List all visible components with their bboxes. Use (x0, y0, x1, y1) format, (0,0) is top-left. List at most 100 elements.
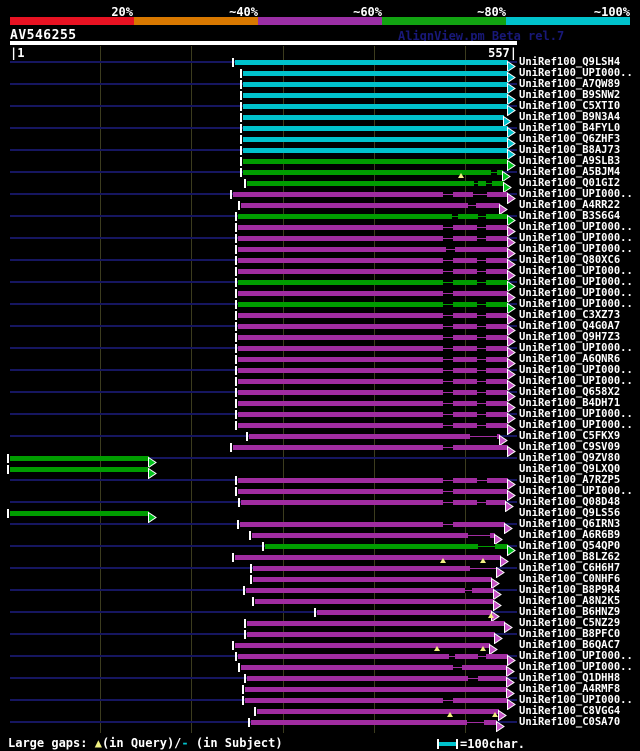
alignment-row[interactable]: UniRef100_UPI000.. (0, 651, 640, 667)
alignment-row[interactable]: UniRef100_C9SV09 (0, 442, 640, 458)
alignment-row[interactable]: UniRef100_A6QNR6 (0, 354, 640, 370)
alignment-row[interactable]: UniRef100_B9N3A4 (0, 112, 640, 128)
alignment-row[interactable]: UniRef100_B4FYL0 (0, 123, 640, 139)
start-tick (236, 520, 239, 529)
alignment-row[interactable]: UniRef100_UPI000.. (0, 277, 640, 293)
subject-gap-line (443, 282, 454, 283)
subject-gap-line (476, 370, 486, 371)
arrowhead-icon (147, 508, 157, 524)
alignment-row[interactable]: UniRef100_UPI000.. (0, 233, 640, 249)
subject-gap-line (443, 260, 454, 261)
alignment-row[interactable]: UniRef100_C3XZ73 (0, 310, 640, 326)
alignment-row[interactable]: UniRef100_B9SNW2 (0, 89, 640, 106)
query-gap-triangle-icon (447, 712, 454, 717)
start-tick (230, 443, 233, 452)
alignment-row[interactable]: UniRef100_C5XTI0 (0, 101, 640, 117)
alignment-row[interactable]: UniRef100_UPI000.. (0, 376, 640, 392)
alignment-row[interactable]: UniRef100_UPI000.. (0, 288, 640, 304)
alignment-row[interactable]: UniRef100_B6HNZ9 (0, 607, 640, 623)
alignment-row[interactable]: UniRef100_UPI000.. (0, 222, 640, 238)
hit-accession-label: UniRef100_C5NZ29 (519, 617, 621, 629)
alignment-row[interactable]: UniRef100_C0SA70 (0, 717, 640, 733)
start-tick (234, 256, 237, 265)
alignment-row[interactable]: UniRef100_C6H6H7 (0, 563, 640, 579)
alignment-row[interactable]: UniRef100_Q6ZHF3 (0, 134, 640, 150)
alignment-row[interactable]: UniRef100_UPI000.. (0, 189, 640, 205)
alignment-row[interactable]: UniRef100_UPI000.. (0, 662, 640, 678)
alignment-row[interactable]: UniRef100_UPI000.. (0, 266, 640, 282)
query-gap-triangle-icon (492, 712, 499, 717)
hit-accession-label: UniRef100_UPI000.. (519, 694, 633, 706)
subject-gap-line (476, 502, 486, 503)
arrowhead-icon (507, 244, 517, 260)
query-gap-triangle-icon (487, 613, 494, 618)
identity-scale-label: ~60% (353, 5, 382, 19)
hit-accession-label: UniRef100_B3S6G4 (519, 210, 621, 222)
alignment-row[interactable]: UniRef100_A6R6B9 (0, 530, 640, 546)
alignment-row[interactable]: UniRef100_C8VGG4 (0, 706, 640, 722)
alignment-row[interactable]: UniRef100_B6QAC7 (0, 640, 640, 656)
alignment-row[interactable]: UniRef100_B8P9R4 (0, 585, 640, 601)
arrowhead-icon (493, 596, 503, 612)
alignment-row[interactable]: UniRef100_A4RMF8 (0, 683, 640, 700)
subject-gap-line (443, 370, 454, 371)
start-tick (234, 245, 237, 254)
subject-gap-line (465, 590, 473, 591)
alignment-row[interactable]: UniRef100_A8N2K5 (0, 596, 640, 612)
alignment-row[interactable]: UniRef100_Q54QP0 (0, 541, 640, 557)
hit-accession-label: UniRef100_A7QW89 (519, 78, 621, 90)
alignment-row[interactable]: UniRef100_A5BJM4 (0, 167, 640, 183)
alignment-row[interactable]: UniRef100_UPI000.. (0, 343, 640, 359)
alignment-row[interactable]: UniRef100_A9SLB3 (0, 156, 640, 172)
alignment-bar (237, 225, 509, 230)
alignment-row[interactable]: UniRef100_UPI000.. (0, 420, 640, 436)
start-tick (240, 69, 243, 78)
alignment-row[interactable]: UniRef100_C5FKX9 (0, 431, 640, 447)
hit-accession-label: UniRef100_B9SNW2 (519, 89, 621, 101)
alignment-row[interactable]: UniRef100_Q01GI2 (0, 178, 640, 194)
arrowhead-icon (506, 684, 516, 700)
alignment-row[interactable]: UniRef100_UPI000.. (0, 694, 640, 711)
alignment-row[interactable]: UniRef100_B8AJ73 (0, 145, 640, 161)
alignment-row[interactable]: UniRef100_Q1DHH8 (0, 673, 640, 689)
alignment-row[interactable]: UniRef100_Q9LXQ0 (0, 464, 640, 480)
alignment-row[interactable]: UniRef100_C0NHF6 (0, 574, 640, 590)
start-tick (234, 421, 237, 430)
alignment-row[interactable]: UniRef100_Q08D48 (0, 497, 640, 513)
alignment-row[interactable]: UniRef100_Q4G0A7 (0, 321, 640, 337)
subject-gap-line (453, 667, 463, 668)
alignment-row[interactable]: UniRef100_Q9LS56 (0, 508, 640, 524)
alignment-row[interactable]: UniRef100_Q80XC6 (0, 255, 640, 271)
alignment-row[interactable]: UniRef100_Q9ZV80 (0, 453, 640, 469)
query-gap-triangle-icon: ▲ (94, 736, 102, 750)
alignment-row[interactable]: UniRef100_UPI000.. (0, 409, 640, 425)
alignment-row[interactable]: UniRef100_Q9H7Z3 (0, 332, 640, 348)
arrowhead-icon (507, 189, 517, 205)
alignment-row[interactable]: UniRef100_UPI000.. (0, 299, 640, 315)
alignment-row[interactable]: UniRef100_Q658X2 (0, 387, 640, 403)
alignment-row[interactable]: UniRef100_C5NZ29 (0, 617, 640, 634)
start-tick (234, 267, 237, 276)
subject-gap-line (443, 524, 454, 525)
query-ruler-bar (10, 41, 517, 45)
alignment-row[interactable]: UniRef100_UPI000.. (0, 365, 640, 381)
alignment-row[interactable]: UniRef100_B8LZ62 (0, 552, 640, 568)
arrowhead-icon (507, 57, 517, 73)
alignment-bar (240, 665, 508, 670)
subject-gap-line (443, 348, 454, 349)
alignment-row[interactable]: UniRef100_B8PFC0 (0, 629, 640, 645)
alignment-row[interactable]: UniRef100_UPI000.. (0, 244, 640, 260)
alignment-row[interactable]: UniRef100_UPI000.. (0, 68, 640, 84)
alignment-row[interactable]: UniRef100_UPI000.. (0, 486, 640, 502)
alignment-row[interactable]: UniRef100_B3S6G4 (0, 210, 640, 227)
alignment-row[interactable]: UniRef100_Q9LSH4 (0, 57, 640, 73)
alignment-row[interactable]: UniRef100_A7QW89 (0, 78, 640, 95)
subject-gap-line (476, 260, 486, 261)
alignment-row[interactable]: UniRef100_A7RZP5 (0, 475, 640, 491)
alignment-row[interactable]: UniRef100_Q6IRN3 (0, 519, 640, 535)
alignment-row[interactable]: UniRef100_A4RR22 (0, 200, 640, 216)
start-tick (244, 630, 247, 639)
hit-accession-label: UniRef100_A4RMF8 (519, 683, 621, 695)
arrowhead-icon (503, 618, 513, 634)
alignment-row[interactable]: UniRef100_B4DH71 (0, 398, 640, 414)
